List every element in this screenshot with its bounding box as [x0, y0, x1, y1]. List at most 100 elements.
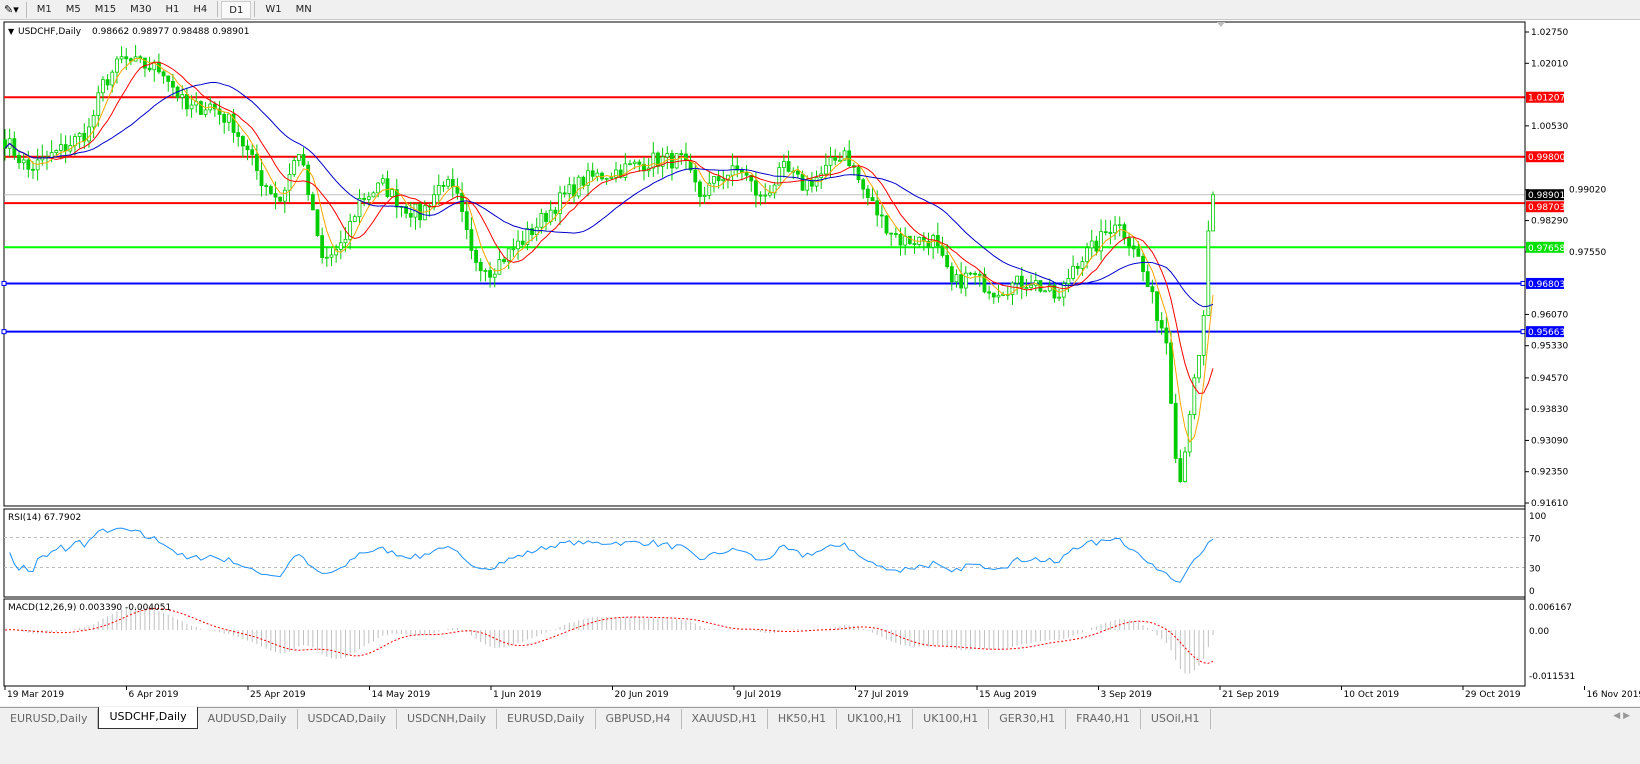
- timeframe-m30[interactable]: M30: [130, 3, 152, 15]
- chart-tab[interactable]: EURUSD,Daily: [0, 709, 99, 729]
- chart-tab[interactable]: UK100,H1: [837, 709, 914, 729]
- price-chart[interactable]: 1.02750 1.02010 1.00530 0.99020 0.98290 0.975…: [0, 20, 1640, 706]
- candle: [21, 153, 26, 170]
- chart-tab[interactable]: USDCHF,Daily: [98, 707, 198, 729]
- candle-body: [254, 154, 259, 171]
- candle-body: [628, 163, 632, 166]
- chart-tab[interactable]: GER30,H1: [989, 709, 1067, 729]
- candle-body: [310, 194, 315, 211]
- candle: [231, 108, 236, 143]
- rsi-label: RSI(14) 67.7902: [8, 513, 81, 523]
- timeframe-d1[interactable]: D1: [221, 0, 252, 19]
- candle-body: [394, 189, 399, 208]
- candle: [268, 184, 273, 196]
- candle: [963, 266, 968, 297]
- candle-body: [1075, 265, 1080, 269]
- candle: [1029, 274, 1034, 292]
- candle-body: [1015, 275, 1020, 284]
- candle-body: [21, 159, 26, 164]
- level-price-tag: [1526, 151, 1564, 163]
- candle-body: [236, 132, 241, 137]
- candle-body: [296, 154, 301, 161]
- candle-body: [474, 249, 478, 263]
- candle: [837, 152, 842, 162]
- toolbar-separator: [25, 1, 27, 18]
- chart-tab[interactable]: XAUUSD,H1: [682, 709, 768, 729]
- candle-body: [614, 169, 618, 178]
- candle: [1108, 220, 1113, 245]
- candle: [441, 181, 446, 192]
- timeframe-w1[interactable]: W1: [265, 3, 282, 15]
- candle: [1019, 267, 1024, 300]
- candle-body: [166, 75, 171, 82]
- candle-body: [502, 259, 506, 263]
- candle: [511, 238, 516, 257]
- chart-tab[interactable]: HK50,H1: [768, 709, 838, 729]
- chart-tab[interactable]: AUDUSD,Daily: [198, 709, 298, 729]
- candle-body: [702, 195, 707, 197]
- chart-tab[interactable]: GBPUSD,H4: [596, 709, 682, 729]
- candle-body: [226, 113, 231, 123]
- candle: [879, 205, 884, 229]
- candle: [348, 213, 353, 250]
- date-label: 27 Jul 2019: [858, 690, 909, 700]
- candle: [287, 163, 292, 203]
- chart-tab[interactable]: USDCAD,Daily: [298, 709, 398, 729]
- timeframe-m1[interactable]: M1: [36, 3, 52, 15]
- candle-body: [586, 170, 590, 186]
- price-tick-label: 0.98290: [1531, 217, 1568, 227]
- tab-scroll-arrows[interactable]: ◀ ▶: [1613, 711, 1630, 721]
- candle-body: [665, 153, 670, 158]
- chart-tab[interactable]: USOil,H1: [1141, 709, 1211, 729]
- candle-body: [884, 215, 889, 234]
- candle-body: [963, 272, 968, 289]
- chart-tab[interactable]: USDCNH,Daily: [397, 709, 498, 729]
- timeframe-h1[interactable]: H1: [165, 3, 180, 15]
- candle: [222, 111, 227, 134]
- timeframe-m15[interactable]: M15: [94, 3, 117, 15]
- timeframe-m5[interactable]: M5: [65, 3, 81, 15]
- candle: [171, 73, 175, 97]
- timeframe-mn[interactable]: MN: [295, 3, 312, 15]
- candle: [1071, 255, 1075, 281]
- candle-body: [530, 228, 534, 235]
- macd-signal-line: [4, 608, 1214, 664]
- level-price-tag-label: 0.96803: [1528, 280, 1565, 290]
- candle-body: [245, 145, 250, 151]
- candle-body: [865, 188, 870, 198]
- candle-body: [198, 101, 203, 115]
- chart-window[interactable]: 1.02750 1.02010 1.00530 0.99020 0.98290 0.975…: [0, 20, 1640, 706]
- chart-tab[interactable]: FRA40,H1: [1066, 709, 1141, 729]
- candle: [91, 109, 96, 139]
- candle: [217, 100, 222, 125]
- candle-body: [264, 185, 269, 188]
- candle: [119, 46, 124, 64]
- candle-body: [1127, 237, 1131, 247]
- candle: [1183, 446, 1187, 483]
- candle: [390, 188, 395, 197]
- candle: [996, 284, 1001, 303]
- candle-body: [1197, 355, 1201, 379]
- candle-body: [600, 172, 604, 180]
- candle-body: [1113, 224, 1117, 234]
- chart-tab[interactable]: EURUSD,Daily: [497, 709, 596, 729]
- level-price-tag: [1526, 201, 1564, 213]
- candle: [380, 174, 385, 186]
- candle-body: [1211, 194, 1215, 232]
- candle: [1211, 191, 1215, 232]
- candle-body: [786, 161, 791, 172]
- candle-body: [1183, 451, 1187, 483]
- candle-body: [1103, 231, 1108, 234]
- candle-body: [828, 156, 833, 166]
- candle-body: [143, 57, 147, 69]
- candle: [670, 149, 674, 181]
- drawing-tool-icon[interactable]: ✎▾: [4, 3, 19, 16]
- candle: [959, 262, 964, 294]
- timeframe-h4[interactable]: H4: [193, 3, 208, 15]
- candle-body: [324, 256, 329, 259]
- candle-body: [987, 291, 992, 294]
- candle: [371, 191, 376, 198]
- candle-body: [180, 94, 185, 98]
- candle-body: [446, 179, 450, 187]
- chart-tab[interactable]: UK100,H1: [913, 709, 990, 729]
